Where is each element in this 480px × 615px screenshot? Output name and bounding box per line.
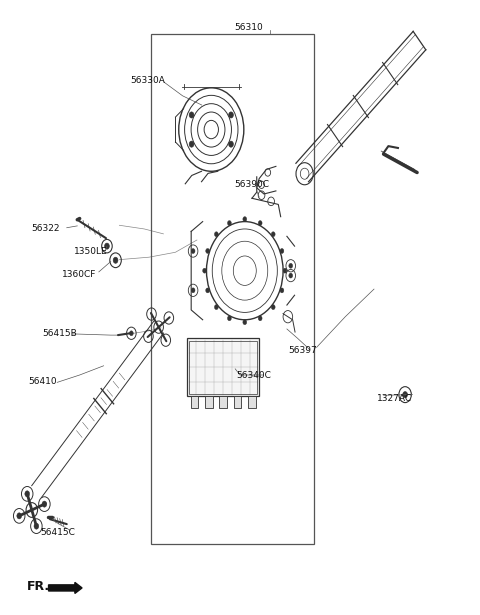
Circle shape — [206, 288, 210, 293]
Circle shape — [280, 288, 284, 293]
Text: 1327AC: 1327AC — [377, 394, 412, 403]
Circle shape — [42, 501, 47, 507]
Circle shape — [215, 304, 218, 309]
Circle shape — [271, 232, 275, 237]
Circle shape — [271, 304, 275, 309]
Circle shape — [17, 513, 22, 519]
Circle shape — [191, 248, 195, 253]
Circle shape — [189, 112, 194, 118]
Text: 1350LE: 1350LE — [74, 247, 108, 256]
Text: 56410: 56410 — [28, 377, 57, 386]
Bar — [189, 341, 257, 394]
Text: 56397: 56397 — [288, 346, 317, 355]
Circle shape — [191, 288, 195, 293]
Circle shape — [243, 320, 247, 325]
Circle shape — [258, 316, 262, 321]
Bar — [152, 34, 314, 544]
Circle shape — [228, 141, 233, 147]
Circle shape — [25, 491, 30, 497]
FancyArrow shape — [48, 582, 82, 593]
Text: 56415C: 56415C — [40, 528, 75, 537]
Text: 56330A: 56330A — [130, 76, 165, 85]
Circle shape — [105, 243, 109, 249]
Circle shape — [203, 268, 206, 273]
Circle shape — [289, 263, 293, 268]
Circle shape — [113, 257, 118, 263]
Circle shape — [228, 221, 231, 226]
Text: 56322: 56322 — [31, 224, 60, 233]
Circle shape — [215, 232, 218, 237]
Bar — [187, 338, 259, 397]
Bar — [248, 397, 256, 408]
Bar — [219, 397, 227, 408]
Bar — [234, 397, 241, 408]
Bar — [191, 397, 198, 408]
Circle shape — [243, 216, 247, 221]
Circle shape — [289, 273, 293, 278]
Text: 1360CF: 1360CF — [62, 270, 96, 279]
Circle shape — [283, 268, 287, 273]
Circle shape — [403, 392, 408, 398]
Text: 56310: 56310 — [234, 23, 263, 31]
Circle shape — [206, 248, 210, 253]
Bar — [205, 397, 213, 408]
Circle shape — [228, 112, 233, 118]
Circle shape — [280, 248, 284, 253]
Circle shape — [189, 141, 194, 147]
Text: 56415B: 56415B — [42, 330, 77, 338]
Circle shape — [130, 331, 133, 336]
Text: FR.: FR. — [27, 580, 50, 593]
Circle shape — [258, 221, 262, 226]
Circle shape — [34, 523, 39, 529]
Text: 56390C: 56390C — [234, 180, 269, 189]
Circle shape — [228, 316, 231, 321]
Text: 56340C: 56340C — [236, 371, 271, 380]
